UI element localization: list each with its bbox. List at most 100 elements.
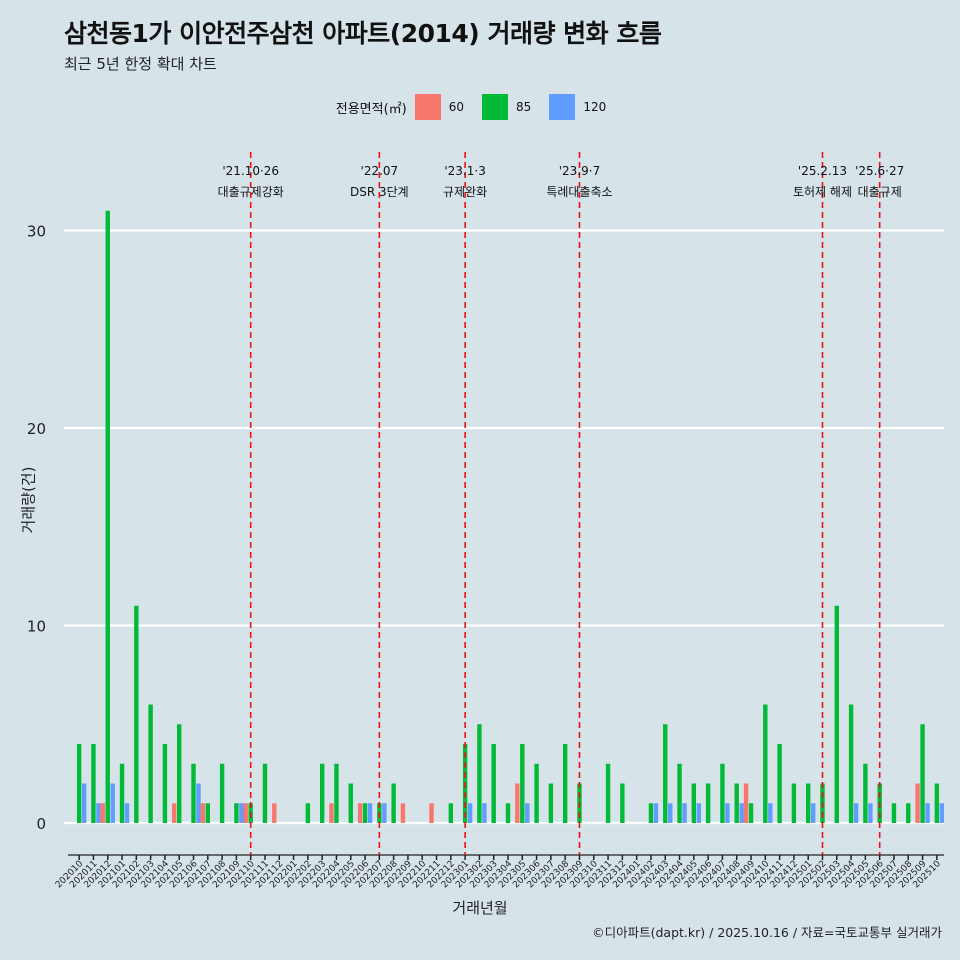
legend-label-60: 60: [448, 100, 465, 114]
bar-85-202101: [119, 763, 125, 823]
bar-85-202410: [763, 704, 768, 823]
bar-85-202504: [848, 704, 854, 823]
bar-85-202111: [262, 763, 268, 823]
bar-85-202205: [348, 783, 353, 823]
bar-120-202010: [81, 783, 87, 823]
bar-60-202107: [200, 803, 206, 823]
bar-60-202305: [515, 783, 520, 823]
legend: 전용면적(㎡) 60 85 120: [0, 94, 960, 120]
bar-85-202106: [191, 763, 196, 823]
y-tick-label: 10: [27, 618, 46, 636]
event-label: DSR 3단계: [350, 185, 409, 199]
event-date: '23.9·7: [559, 164, 600, 178]
bar-120-202305: [525, 803, 530, 823]
bar-60-202105: [172, 803, 177, 823]
bar-85-202103: [148, 704, 153, 823]
bar-85-202508: [906, 803, 911, 823]
bar-85-202510: [934, 783, 940, 823]
bar-85-202102: [134, 605, 139, 823]
event-date: '22.07: [361, 164, 399, 178]
bar-85-202501: [805, 783, 811, 823]
legend-label-120: 120: [583, 100, 607, 114]
bar-120-202410: [768, 803, 773, 823]
event-label: 대출규제: [858, 185, 902, 199]
bar-120-202407: [725, 803, 730, 823]
bar-85-202412: [791, 783, 797, 823]
bar-85-202402: [648, 803, 654, 823]
bar-120-202504: [853, 803, 859, 823]
bar-85-202404: [677, 763, 682, 823]
bar-85-202010: [76, 744, 82, 823]
bar-120-202408: [739, 803, 744, 823]
bar-85-202507: [891, 803, 897, 823]
bar-85-202307: [548, 783, 554, 823]
event-label: 특례대출축소: [546, 185, 612, 199]
bar-60-202112: [272, 803, 277, 823]
bar-85-202411: [777, 744, 782, 823]
bar-85-202208: [391, 783, 396, 823]
event-label: 대출규제강화: [218, 185, 284, 199]
bar-120-202509: [925, 803, 930, 823]
source-caption: ©디아파트(dapt.kr) / 2025.10.16 / 자료=국토교통부 실…: [592, 925, 942, 940]
bar-85-202311: [605, 763, 611, 823]
y-tick-label: 20: [27, 420, 46, 438]
chart-title: 삼천동1가 이안전주삼천 아파트(2014) 거래량 변화 흐름: [64, 19, 662, 48]
bar-60-202012: [100, 803, 105, 823]
bar-120-202109: [239, 803, 244, 823]
bar-85-202105: [177, 724, 182, 823]
legend-key-120: [549, 94, 576, 120]
bar-85-202012: [105, 210, 110, 823]
bar-120-202301: [467, 803, 473, 823]
bar-120-202505: [868, 803, 873, 823]
x-axis-label: 거래년월: [452, 899, 508, 917]
chart-subtitle: 최근 5년 한정 확대 차트: [64, 55, 217, 73]
bar-85-202212: [448, 803, 454, 823]
bar-85-202405: [691, 783, 697, 823]
bar-85-202409: [748, 803, 754, 823]
bar-85-202203: [319, 763, 325, 823]
bar-85-202407: [720, 763, 725, 823]
bar-85-202312: [620, 783, 625, 823]
bar-85-202403: [663, 724, 668, 823]
bar-120-202402: [653, 803, 659, 823]
bar-60-202409: [743, 783, 749, 823]
bar-85-202308: [562, 744, 568, 823]
bar-85-202305: [520, 744, 525, 823]
bar-120-202405: [696, 803, 702, 823]
bar-60-202211: [429, 803, 434, 823]
bar-60-202204: [329, 803, 334, 823]
bar-85-202304: [505, 803, 511, 823]
bar-120-202206: [367, 803, 373, 823]
legend-label-85: 85: [516, 100, 532, 114]
bar-120-202207: [382, 803, 387, 823]
bar-85-202503: [834, 605, 839, 823]
bar-85-202011: [91, 744, 96, 823]
y-tick-label: 30: [27, 223, 46, 241]
bar-60-202110: [243, 803, 248, 823]
bar-85-202104: [162, 744, 168, 823]
bar-85-202302: [477, 724, 482, 823]
bar-85-202303: [491, 744, 496, 823]
y-axis-label: 거래량(건): [19, 466, 38, 534]
bar-120-202403: [668, 803, 673, 823]
bar-120-202011: [96, 803, 101, 823]
event-date: '25.2.13: [798, 164, 847, 178]
event-date: '21.10·26: [222, 164, 279, 178]
bar-60-202206: [357, 803, 363, 823]
bar-120-202501: [810, 803, 816, 823]
bar-120-202101: [124, 803, 130, 823]
legend-title: 전용면적(㎡): [335, 101, 407, 117]
bar-120-202012: [110, 783, 115, 823]
event-date: '25.6·27: [855, 164, 904, 178]
bar-120-202510: [939, 803, 945, 823]
bar-85-202505: [863, 763, 868, 823]
bar-85-202202: [305, 803, 311, 823]
y-tick-label: 0: [36, 815, 46, 833]
event-date: '23.1·3: [444, 164, 485, 178]
event-label: 규제완화: [443, 185, 487, 199]
bar-85-202408: [734, 783, 739, 823]
legend-key-60: [414, 94, 441, 120]
bar-60-202209: [400, 803, 406, 823]
bar-85-202107: [205, 803, 211, 823]
